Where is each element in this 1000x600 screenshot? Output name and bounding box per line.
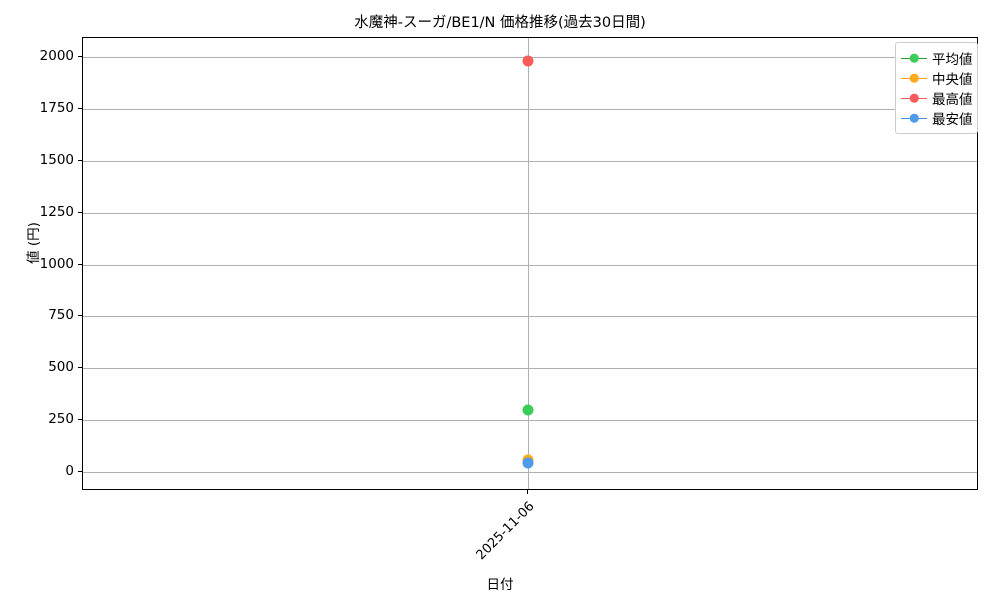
y-axis-tick-mark xyxy=(78,159,82,161)
chart-legend[interactable]: 平均値中央値最高値最安値 xyxy=(895,42,978,134)
x-axis-label: 日付 xyxy=(486,577,514,593)
y-axis-tick-label: 1500 xyxy=(39,151,74,168)
legend-item-最安値[interactable]: 最安値 xyxy=(901,108,973,128)
y-axis-tick-mark xyxy=(78,55,82,57)
data-point-最安値 xyxy=(522,457,533,469)
legend-item-label: 平均値 xyxy=(932,52,973,68)
y-axis-tick-label: 0 xyxy=(65,463,74,480)
y-axis-tick-label: 1000 xyxy=(39,255,74,272)
y-axis-tick-label: 1750 xyxy=(39,99,74,116)
legend-marker-icon xyxy=(901,52,927,64)
legend-marker-icon xyxy=(901,112,927,124)
y-axis-tick-label: 1250 xyxy=(39,203,74,220)
horizontal-gridline xyxy=(83,316,977,318)
horizontal-gridline xyxy=(83,212,977,214)
legend-marker-icon xyxy=(901,92,927,104)
legend-item-平均値[interactable]: 平均値 xyxy=(901,48,973,68)
y-axis-tick-label: 750 xyxy=(48,307,74,324)
y-axis-tick-label: 2000 xyxy=(39,47,74,64)
horizontal-gridline xyxy=(83,472,977,474)
data-point-最高値 xyxy=(522,55,533,67)
y-axis-tick-mark xyxy=(78,419,82,421)
legend-item-最高値[interactable]: 最高値 xyxy=(901,88,973,108)
y-axis-tick-mark xyxy=(78,315,82,317)
y-axis-tick-mark xyxy=(78,107,82,109)
horizontal-gridline xyxy=(83,420,977,422)
horizontal-gridline xyxy=(83,264,977,266)
y-axis-tick-labels: 0 250 500 750 1000 1250 1500 1750 2000 xyxy=(20,37,82,490)
horizontal-gridline xyxy=(83,368,977,370)
y-axis-tick-label: 500 xyxy=(48,359,74,376)
horizontal-gridline xyxy=(83,160,977,162)
y-axis-tick-label: 250 xyxy=(48,411,74,428)
chart-title: 水魔神-スーガ/BE1/N 価格推移(過去30日間) xyxy=(354,15,646,31)
data-point-平均値 xyxy=(522,404,533,416)
legend-marker-icon xyxy=(901,72,927,84)
plot-area xyxy=(82,37,978,490)
legend-item-中央値[interactable]: 中央値 xyxy=(901,68,973,88)
legend-item-label: 中央値 xyxy=(932,72,973,88)
x-axis-tick-label-text: 2025-11-06 xyxy=(473,499,538,564)
y-axis-tick-mark xyxy=(78,211,82,213)
horizontal-gridline xyxy=(83,108,977,110)
legend-item-label: 最高値 xyxy=(932,92,973,108)
legend-item-label: 最安値 xyxy=(932,112,973,128)
y-axis-tick-mark xyxy=(78,367,82,369)
y-axis-tick-mark xyxy=(78,471,82,473)
y-axis-tick-mark xyxy=(78,263,82,265)
x-axis-tick-mark xyxy=(526,490,528,494)
vertical-gridline xyxy=(527,38,529,489)
